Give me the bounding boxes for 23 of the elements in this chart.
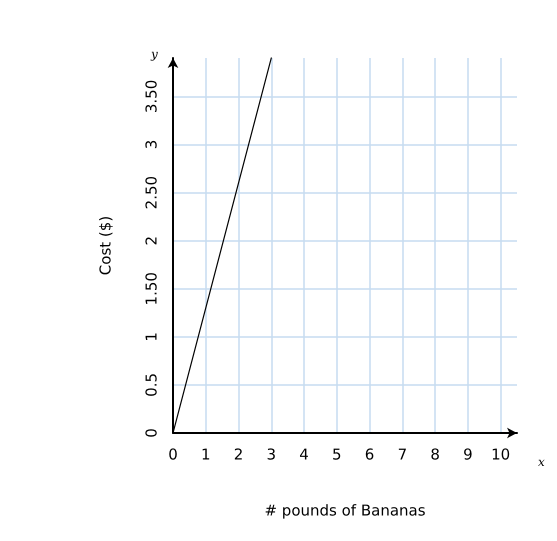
text: x bbox=[538, 455, 545, 469]
y-tick-label: 3.50 bbox=[142, 80, 160, 114]
y-tick-label: 2 bbox=[142, 236, 160, 246]
x-tick-label: 1 bbox=[200, 446, 211, 464]
y-tick-label: 0 bbox=[142, 428, 160, 438]
x-tick-label: 6 bbox=[364, 446, 374, 464]
x-tick-label: 3 bbox=[266, 446, 276, 464]
x-tick-label: 9 bbox=[463, 446, 473, 464]
x-tick-label: 8 bbox=[430, 446, 440, 464]
x-tick-label: 4 bbox=[299, 446, 309, 464]
x-tick-label: 2 bbox=[234, 446, 244, 464]
y-tick-label: 0.5 bbox=[142, 372, 160, 397]
y-tick-label: 3 bbox=[142, 140, 160, 150]
x-tick-label: 0 bbox=[168, 446, 178, 464]
x-axis-title: # pounds of Bananas bbox=[264, 502, 426, 520]
y-tick-label: 1.50 bbox=[142, 272, 160, 306]
x-tick-label: 7 bbox=[398, 446, 408, 464]
x-tick-label: 10 bbox=[491, 446, 510, 464]
y-tick-label: 2.50 bbox=[142, 176, 160, 210]
y-axis-title: Cost ($) bbox=[96, 216, 114, 276]
y-tick-label: 1 bbox=[142, 332, 160, 342]
x-tick-label: 5 bbox=[332, 446, 342, 464]
text: y bbox=[150, 47, 158, 61]
